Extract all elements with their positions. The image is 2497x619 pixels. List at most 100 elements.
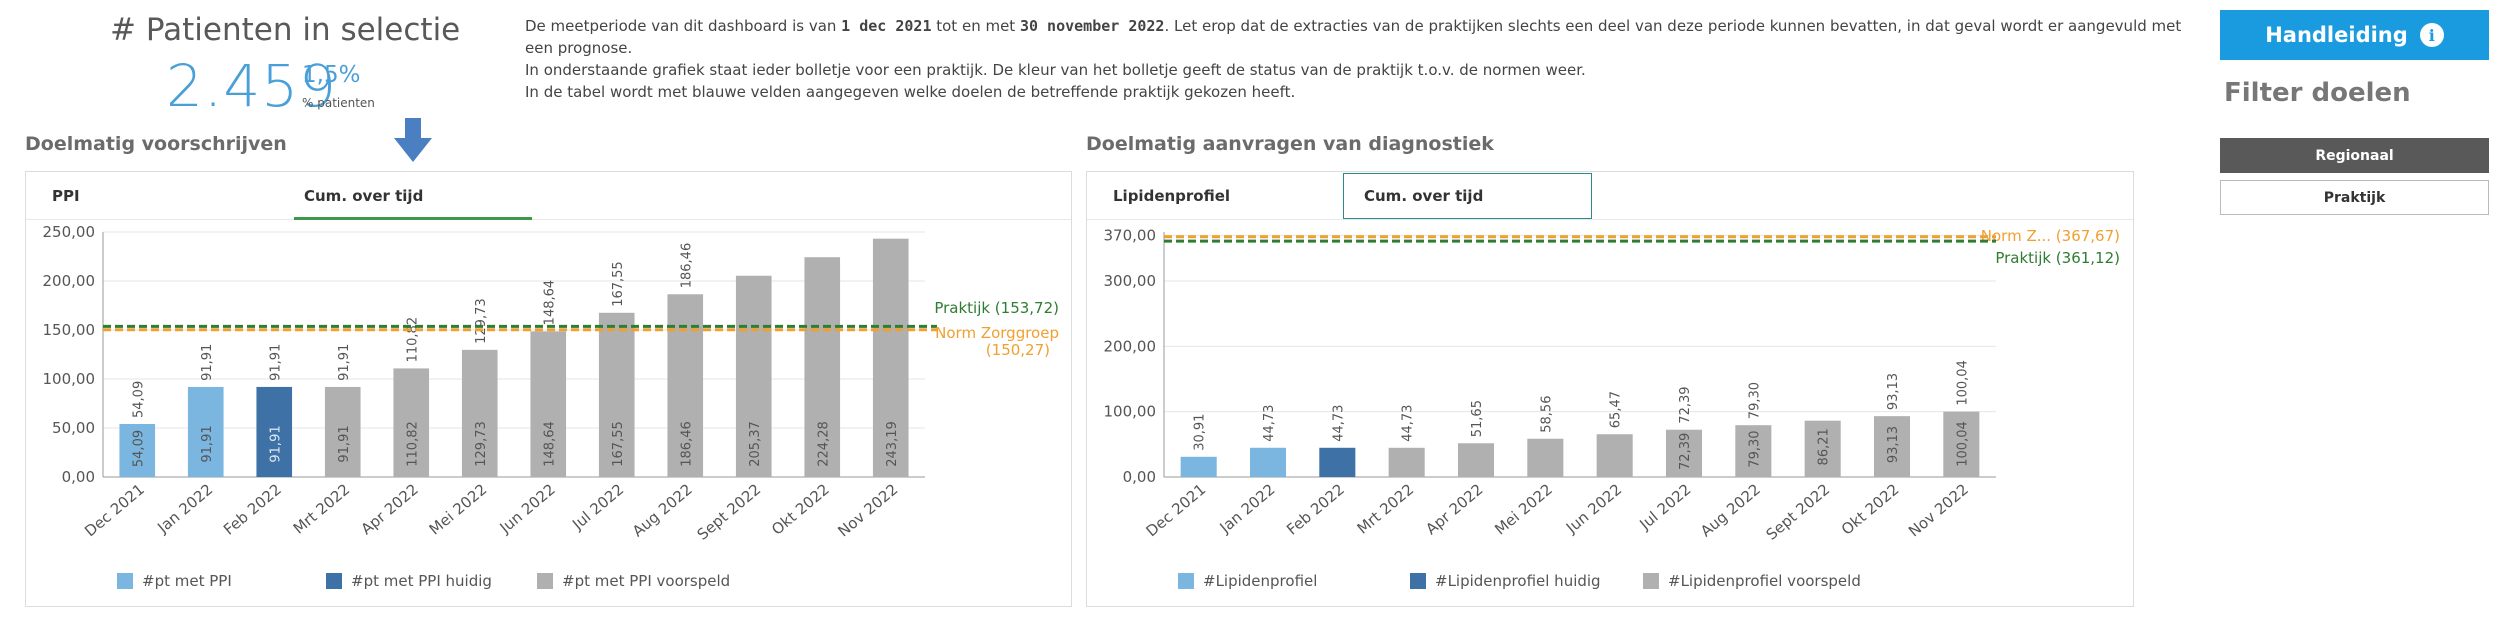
bar [667,294,704,477]
x-tick-label: Dec 2021 [81,480,148,540]
x-tick-label: Jun 2022 [496,480,559,537]
legend-swatch [537,573,553,589]
y-tick-label: 50,00 [52,419,95,437]
tab-lipidenprofiel[interactable]: Lipidenprofiel [1113,187,1231,205]
x-tick-label: Jul 2022 [568,480,627,534]
bar-top-label: 167,55 [611,261,626,307]
left-tabs: PPI Cum. over tijd [26,172,1071,220]
right-chart-panel: Lipidenprofiel Cum. over tijd [1086,171,2134,607]
x-tick-label: Dec 2021 [1143,480,1210,540]
bar-top-label: 65,47 [1609,391,1624,428]
bar [1388,447,1425,477]
bar-value-label: 129,73 [474,421,489,467]
bar [1735,425,1772,477]
x-tick-label: Jan 2022 [153,480,216,537]
bar [1180,456,1217,477]
right-legend-actual: #Lipidenprofiel [1178,572,1317,590]
bar-value-label: 79,30 [1747,430,1762,467]
legend-swatch [1410,573,1426,589]
bar-value-label: 148,64 [542,421,557,467]
bar-value-label: 110,82 [405,421,420,467]
bar-top-label: 44,73 [1262,405,1277,442]
practice-button[interactable]: Praktijk [2220,180,2489,215]
bar [1943,411,1980,477]
y-tick-label: 150,00 [43,321,96,339]
x-tick-label: Mrt 2022 [1354,480,1418,537]
x-tick-label: Mei 2022 [1491,480,1556,538]
x-tick-label: Mrt 2022 [290,480,354,537]
bar [1457,443,1495,477]
y-tick-label: 100,00 [1104,403,1157,421]
x-tick-label: Nov 2022 [834,480,901,540]
bar-top-label: 44,73 [1331,405,1346,442]
bar [804,257,841,477]
tab-cum-over-tijd[interactable]: Cum. over tijd [294,172,532,220]
bar [256,386,293,477]
arrow-down-icon [394,118,432,162]
kpi-percent: 1,5% [302,62,361,88]
bar-value-label: 224,28 [816,421,831,467]
left-panel-title: Doelmatig voorschrijven [25,133,287,155]
bar-value-label: 243,19 [885,421,900,467]
bar-top-label: 91,91 [200,344,215,381]
right-bar-chart: 0,00 100,00 200,00 300,00 370,00 30,91 Dec 202… [1104,226,2121,543]
y-tick-label: 0,00 [1123,468,1156,486]
bar-top-label: 110,82 [405,317,420,363]
left-legend-current: #pt met PPI huidig [326,572,492,590]
left-legend-forecast: #pt met PPI voorspeld [537,572,730,590]
reference-label: Norm Zorggroep [935,324,1059,342]
bar [187,386,224,477]
x-tick-label: Mei 2022 [426,480,491,538]
x-tick-label: Okt 2022 [1838,480,1903,538]
y-tick-label: 0,00 [62,468,95,486]
y-tick-label: 200,00 [43,272,96,290]
regional-button[interactable]: Regionaal [2220,138,2489,173]
right-legend-current: #Lipidenprofiel huidig [1410,572,1601,590]
x-tick-label: Jul 2022 [1635,480,1694,534]
reference-label: Praktijk (153,72) [934,299,1059,317]
info-line-3: In de tabel wordt met blauwe velden aang… [525,83,1296,101]
bar-top-label: 44,73 [1401,405,1416,442]
bar-value-label: 91,91 [337,425,352,462]
bar [1249,447,1287,477]
bar-value-label: 205,37 [748,421,763,467]
tab-ppi[interactable]: PPI [52,187,80,205]
reference-label: Praktijk (361,12) [1995,249,2120,267]
y-tick-label: 370,00 [1104,226,1157,244]
info-text: De meetperiode van dit dashboard is van … [525,15,2205,103]
bar [1873,416,1911,477]
bar-top-label: 91,91 [337,344,352,381]
bar-value-label: 186,46 [679,421,694,467]
x-tick-label: Jan 2022 [1216,480,1279,537]
left-bar-chart: 0,00 50,00 100,00 150,00 200,00 250,00 54,09 54… [43,223,1060,544]
y-tick-label: 250,00 [43,223,96,241]
bar [461,349,498,477]
reference-label: Norm Z... (367,67) [1981,227,2120,245]
legend-swatch [326,573,342,589]
info-icon: i [2419,23,2444,47]
bar [530,331,567,477]
bar [1596,434,1633,477]
bar-top-label: 148,64 [542,280,557,326]
bar-value-label: 91,91 [200,425,215,462]
kpi-percent-label: % patienten [302,96,375,110]
left-legend-actual: #pt met PPI [117,572,232,590]
bar-top-label: 100,04 [1955,360,1970,406]
info-line-1: De meetperiode van dit dashboard is van … [525,17,2182,57]
bar [119,423,156,477]
y-tick-label: 300,00 [1104,272,1157,290]
kpi-value: 2.459 [166,52,338,120]
bar-value-label: 100,04 [1955,421,1970,467]
bar-value-label: 72,39 [1678,433,1693,470]
bar-value-label: 91,91 [268,425,283,462]
legend-swatch [1643,573,1659,589]
bar [872,238,909,477]
help-button[interactable]: Handleiding i [2220,10,2489,60]
legend-swatch [117,573,133,589]
bar-value-label: 86,21 [1817,428,1832,465]
bar [735,275,772,477]
bar [393,368,430,477]
bar-top-label: 91,91 [268,344,283,381]
x-tick-label: Feb 2022 [220,480,285,538]
tab-cum-over-tijd-right[interactable]: Cum. over tijd [1343,173,1592,219]
